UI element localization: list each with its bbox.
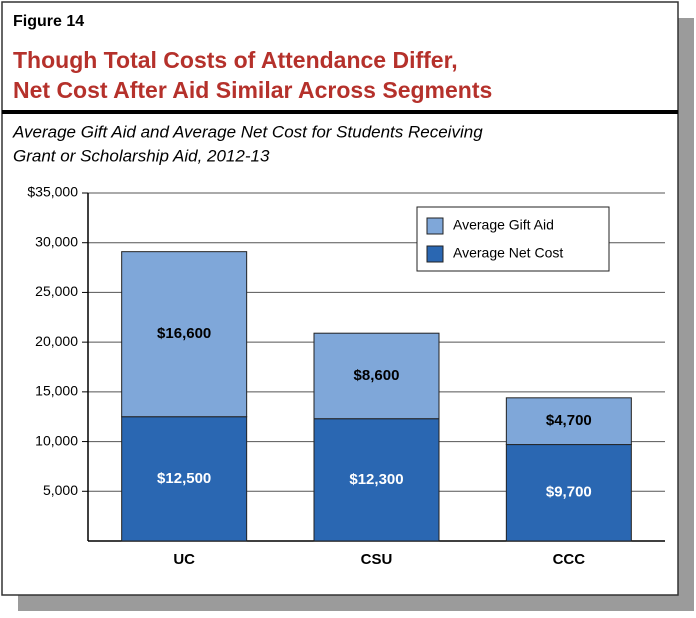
y-tick-label: 15,000 (35, 383, 78, 399)
y-tick-label: 25,000 (35, 283, 78, 299)
subtitle: Grant or Scholarship Aid, 2012-13 (13, 146, 270, 165)
legend-swatch (426, 217, 444, 235)
value-label: $12,500 (157, 470, 211, 487)
bar-segment (505, 397, 632, 446)
y-tick-label: 30,000 (35, 233, 78, 249)
value-label: $12,300 (349, 471, 403, 488)
bar-segment (121, 251, 248, 418)
rule (2, 110, 678, 114)
x-tick-label: CSU (361, 551, 393, 568)
y-tick-label: $35,000 (27, 184, 78, 200)
figure-label: Figure 14 (13, 13, 84, 30)
chart-title: Net Cost After Aid Similar Across Segmen… (13, 77, 492, 103)
value-label: $8,600 (354, 367, 400, 384)
bar-segment (313, 332, 440, 420)
y-tick-label: 20,000 (35, 333, 78, 349)
value-label: $16,600 (157, 325, 211, 342)
legend-label: Average Gift Aid (453, 217, 554, 233)
value-label: $9,700 (546, 484, 592, 501)
bar-segment (313, 418, 440, 542)
legend-swatch (426, 245, 444, 263)
legend-box (416, 206, 610, 272)
x-tick-label: CCC (553, 551, 586, 568)
y-tick-label: 5,000 (43, 482, 78, 498)
value-label: $4,700 (546, 412, 592, 429)
x-tick-label: UC (173, 551, 195, 568)
subtitle: Average Gift Aid and Average Net Cost fo… (12, 122, 483, 141)
legend-label: Average Net Cost (453, 245, 563, 261)
bar-segment (505, 444, 632, 542)
bar-segment (121, 416, 248, 542)
chart-title: Though Total Costs of Attendance Differ, (13, 47, 458, 73)
y-tick-label: 10,000 (35, 432, 78, 448)
